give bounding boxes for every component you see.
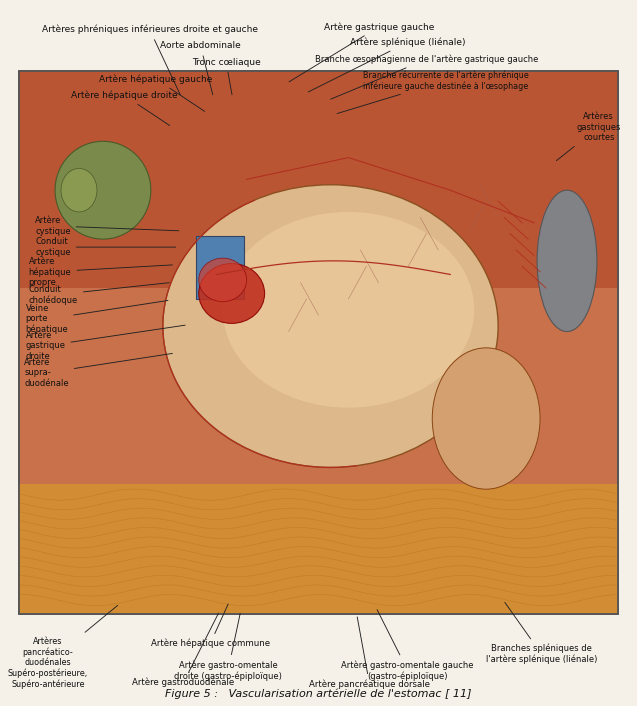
Text: Aorte abdominale: Aorte abdominale — [161, 42, 241, 95]
Text: Artère hépatique commune: Artère hépatique commune — [150, 604, 270, 648]
Text: Conduit
cholédoque: Conduit cholédoque — [29, 282, 169, 305]
Text: Artère
hépatique
propre: Artère hépatique propre — [29, 256, 173, 287]
Text: Artères phréniques inférieures droite et gauche: Artères phréniques inférieures droite et… — [41, 25, 258, 95]
Text: Artères
pancréatico-
duodénales
Supéro-postérieure,
Supéro-antérieure: Artères pancréatico- duodénales Supéro-p… — [8, 606, 118, 689]
Text: Artère gastroduodénale: Artère gastroduodénale — [132, 614, 234, 687]
Ellipse shape — [199, 258, 247, 301]
Text: Artère hépatique gauche: Artère hépatique gauche — [99, 74, 213, 112]
Text: Artère pancréatique dorsale: Artère pancréatique dorsale — [309, 617, 430, 688]
Text: Conduit
cystique: Conduit cystique — [35, 237, 176, 257]
Ellipse shape — [163, 185, 498, 467]
Text: Artère
supra-
duodénale: Artère supra- duodénale — [24, 354, 173, 388]
Text: Artère
cystique: Artère cystique — [35, 216, 179, 236]
Ellipse shape — [61, 169, 97, 212]
Ellipse shape — [537, 190, 597, 332]
Text: Artère gastrique gauche: Artère gastrique gauche — [289, 22, 434, 82]
Text: Artère splénique (liénale): Artère splénique (liénale) — [308, 37, 466, 92]
Bar — [19, 71, 618, 614]
Text: Branche récurrente de l'artère phrénique
inférieure gauche destinée à l'œsophage: Branche récurrente de l'artère phrénique… — [337, 70, 529, 114]
Text: Veine
porte
hépatique: Veine porte hépatique — [25, 301, 168, 335]
Polygon shape — [19, 484, 618, 614]
Text: Branches spléniques de
l'artère splénique (liénale): Branches spléniques de l'artère spléniqu… — [486, 602, 597, 664]
Ellipse shape — [223, 212, 474, 407]
Text: Tronc cœliaque: Tronc cœliaque — [192, 58, 261, 95]
Text: Artère gastro-omentale gauche
(gastro-épiplоïque): Artère gastro-omentale gauche (gastro-ép… — [341, 610, 474, 681]
Bar — [196, 237, 243, 299]
Text: Branche œsophagienne de l'artère gastrique gauche: Branche œsophagienne de l'artère gastriq… — [315, 54, 538, 99]
Text: Artère
gastrique
droite: Artère gastrique droite — [25, 325, 185, 361]
Polygon shape — [19, 71, 618, 288]
Text: Artère gastro-omentale
droite (gastro-épiplоïque): Artère gastro-omentale droite (gastro-ép… — [174, 614, 282, 681]
Bar — [19, 71, 618, 614]
Ellipse shape — [433, 348, 540, 489]
Text: Figure 5 :   Vascularisation artérielle de l'estomac [ 11]: Figure 5 : Vascularisation artérielle de… — [165, 688, 472, 698]
Ellipse shape — [55, 141, 151, 239]
Text: Artère hépatique droite: Artère hépatique droite — [71, 90, 178, 126]
Ellipse shape — [199, 263, 264, 323]
Text: Artères
gastriques
courtes: Artères gastriques courtes — [556, 112, 621, 161]
